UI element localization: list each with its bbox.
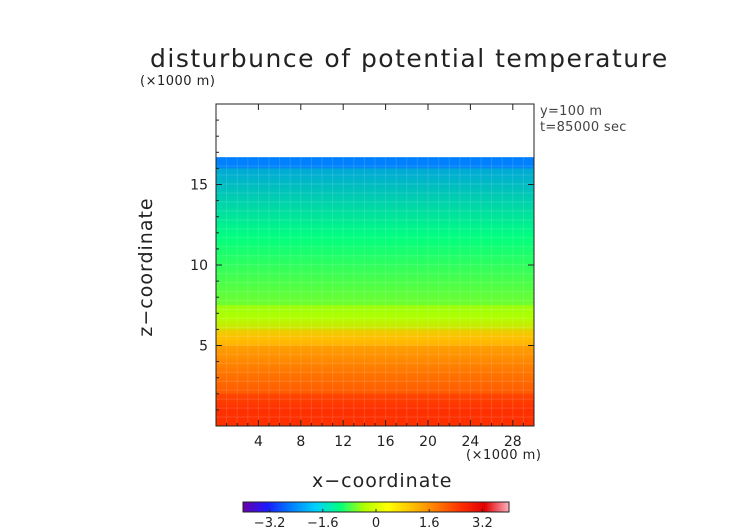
colorbar-tick-label: −1.6 bbox=[307, 516, 339, 531]
x-tick-label: 12 bbox=[334, 434, 352, 450]
field-layer-4 bbox=[216, 345, 534, 394]
y-tick-label: 15 bbox=[190, 178, 208, 194]
field-layer-3 bbox=[216, 329, 534, 346]
colorbar-tick-label: 0 bbox=[372, 516, 380, 531]
x-tick-label: 24 bbox=[461, 434, 479, 450]
field-layer-1 bbox=[216, 168, 534, 306]
field-fill bbox=[216, 157, 534, 426]
x-tick-label: 28 bbox=[504, 434, 522, 450]
x-tick-label: 8 bbox=[296, 434, 305, 450]
y-ticks: 5 10 15 bbox=[190, 119, 534, 411]
chart-title: disturbunce of potential temperature bbox=[150, 44, 669, 73]
field-layer-5 bbox=[216, 393, 534, 426]
x-ticks: 4 8 12 16 20 24 28 bbox=[226, 104, 524, 450]
colorbar-tick-label: 3.2 bbox=[472, 516, 493, 531]
y-tick-label: 5 bbox=[199, 339, 208, 355]
field-layer-2 bbox=[216, 305, 534, 330]
y-tick-label: 10 bbox=[190, 258, 208, 274]
annotation-t: t=85000 sec bbox=[540, 120, 627, 135]
field-layer-0 bbox=[216, 157, 534, 169]
x-scale-note: (×1000 m) bbox=[466, 448, 542, 463]
colorbar-tick-label: −3.2 bbox=[254, 516, 286, 531]
x-tick-label: 20 bbox=[419, 434, 437, 450]
z-scale-note: (×1000 m) bbox=[140, 74, 216, 89]
x-axis-label: x−coordinate bbox=[312, 470, 453, 492]
colorbar: −3.2 −1.6 0 1.6 3.2 bbox=[242, 501, 510, 531]
heatmap-field bbox=[216, 156, 534, 426]
colorbar-tick-label: 1.6 bbox=[419, 516, 440, 531]
annotation-y: y=100 m bbox=[540, 104, 603, 119]
x-tick-label: 4 bbox=[254, 434, 263, 450]
x-tick-label: 16 bbox=[377, 434, 395, 450]
